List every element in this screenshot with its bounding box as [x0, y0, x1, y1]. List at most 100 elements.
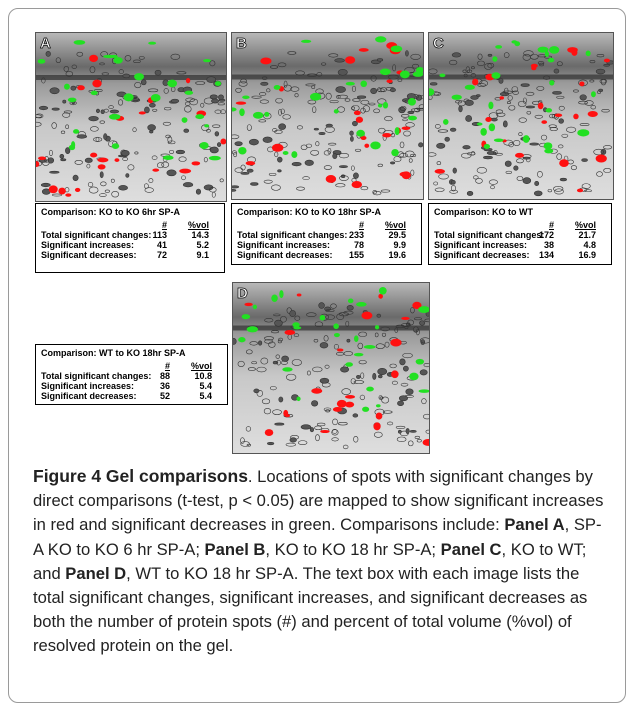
gel-spot — [604, 64, 610, 66]
increase-spot — [435, 169, 445, 174]
table-row: Significant decreases:13416.9 — [434, 250, 606, 260]
gel-spot — [326, 124, 333, 127]
gel-spot — [406, 428, 409, 433]
row-vol: 5.4 — [199, 381, 212, 391]
gel-spot — [471, 96, 479, 100]
gel-spot — [405, 51, 408, 57]
table-row: Total significant changes:8810.8 — [41, 371, 222, 381]
decrease-spot — [320, 315, 326, 321]
increase-spot — [89, 55, 98, 62]
gel-spot — [290, 438, 297, 442]
table-header: #%vol — [41, 361, 222, 371]
gel-spot — [436, 143, 444, 148]
decrease-spot — [200, 142, 209, 149]
gel-spot — [399, 396, 407, 401]
decrease-spot — [112, 143, 119, 149]
row-label: Total significant changes: — [237, 230, 347, 240]
gel-spot — [207, 77, 216, 83]
row-label: Significant decreases: — [434, 250, 530, 260]
increase-spot — [345, 56, 355, 63]
increase-spot — [320, 430, 329, 433]
gel-spot — [155, 70, 161, 75]
decrease-spot — [134, 73, 144, 80]
decrease-spot — [38, 59, 46, 64]
gel-spot — [258, 341, 261, 345]
gel-spot — [339, 166, 347, 168]
gel-spot — [336, 87, 346, 93]
gel-spot — [505, 161, 511, 167]
gel-spot — [488, 54, 492, 56]
row-vol: 9.9 — [393, 240, 406, 250]
row-vol: 14.3 — [191, 230, 209, 240]
header-vol: %vol — [191, 361, 212, 371]
table-row: Total significant changes:11314.3 — [41, 230, 219, 240]
table-header: #%vol — [434, 220, 606, 230]
gel-spot — [290, 310, 296, 316]
decrease-spot — [375, 36, 386, 42]
row-count: 88 — [160, 371, 170, 381]
increase-spot — [515, 153, 524, 158]
decrease-spot — [247, 326, 258, 332]
decrease-spot — [400, 70, 410, 78]
row-label: Significant increases: — [41, 381, 134, 391]
decrease-spot — [362, 407, 369, 412]
gel-spot — [338, 69, 347, 75]
increase-spot — [65, 193, 71, 196]
gel-spot — [320, 342, 328, 348]
row-label: Significant increases: — [41, 240, 134, 250]
increase-spot — [386, 80, 392, 83]
decrease-spot — [511, 40, 517, 43]
caption-bold: Panel B — [205, 540, 266, 559]
table-title: Comparison: KO to KO 18hr SP-A — [237, 207, 416, 217]
gel-spot — [60, 154, 64, 158]
row-vol: 9.1 — [196, 250, 209, 260]
header-count: # — [549, 220, 554, 230]
table-row: Significant increases: 36 5.4 — [41, 381, 222, 391]
decrease-spot — [110, 55, 118, 58]
decrease-spot — [195, 114, 204, 119]
row-label: Total significant changes: — [434, 230, 544, 240]
gel-spot — [559, 119, 564, 124]
decrease-spot — [274, 85, 281, 90]
increase-spot — [573, 114, 578, 120]
decrease-spot — [203, 59, 211, 62]
comparison-table: Comparison: KO to KO 6hr SP-A#%volTotal … — [35, 203, 225, 273]
decrease-spot — [148, 42, 156, 45]
increase-spot — [361, 312, 372, 320]
table-row: Total significant changes:17221.7 — [434, 230, 606, 240]
decrease-spot — [380, 68, 391, 75]
gel-spot — [491, 118, 497, 121]
gel-spot — [390, 162, 394, 164]
gel-spot — [71, 86, 76, 90]
decrease-spot — [242, 95, 249, 99]
gel-spot — [210, 147, 218, 153]
gel-spot — [582, 159, 588, 162]
caption-text: , KO to KO 18 hr SP-A; — [265, 540, 440, 559]
gel-spot — [483, 156, 492, 159]
increase-spot — [272, 144, 283, 152]
gel-image: D — [232, 282, 430, 454]
table-row: Significant decreases:729.1 — [41, 250, 219, 260]
decrease-spot — [348, 299, 354, 304]
row-count: 36 — [160, 381, 170, 391]
gel-spot — [311, 401, 317, 407]
decrease-spot — [264, 112, 269, 117]
decrease-spot — [452, 95, 462, 100]
increase-spot — [391, 370, 399, 378]
table-row: Significant increases:384.8 — [434, 240, 606, 250]
gel-spot — [96, 109, 99, 113]
row-count: 78 — [354, 240, 364, 250]
decrease-spot — [484, 144, 490, 149]
decrease-spot — [301, 40, 311, 43]
decrease-spot — [492, 56, 497, 62]
increase-spot — [571, 49, 577, 56]
decrease-spot — [366, 387, 374, 392]
decrease-spot — [242, 314, 251, 319]
decrease-spot — [419, 389, 430, 392]
decrease-spot — [538, 47, 549, 53]
increase-spot — [38, 156, 46, 160]
gel-spot — [420, 370, 427, 375]
increase-spot — [333, 407, 342, 412]
decrease-spot — [391, 45, 403, 52]
